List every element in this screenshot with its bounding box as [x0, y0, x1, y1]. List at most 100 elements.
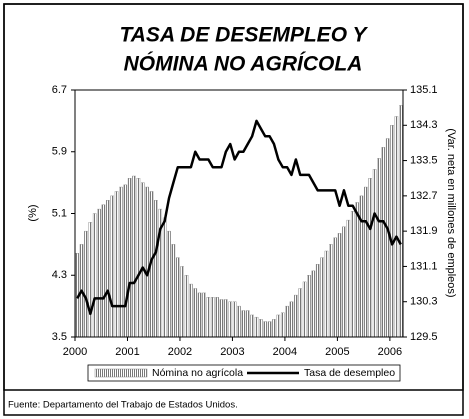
bar [167, 230, 171, 338]
bar [267, 321, 272, 338]
bar [320, 257, 324, 338]
bar [250, 314, 254, 338]
bar [285, 305, 289, 338]
y2-tick-label: 131.9 [410, 225, 438, 237]
bar [215, 297, 219, 338]
y2-tick-label: 129.5 [410, 331, 438, 343]
bar [232, 301, 237, 338]
bar [368, 178, 372, 338]
bar [263, 321, 268, 338]
bar [390, 125, 394, 338]
bar [193, 288, 198, 338]
legend-swatch [94, 368, 148, 378]
bar [88, 222, 93, 338]
bar [189, 283, 193, 338]
bar [123, 184, 128, 338]
bar [237, 305, 241, 338]
y2-tick-label: 131.1 [410, 260, 438, 272]
bar [385, 138, 390, 338]
bar [105, 200, 110, 338]
y2-tick-label: 134.3 [410, 119, 438, 131]
bar [140, 182, 145, 338]
bar [97, 208, 101, 338]
bar [254, 316, 259, 338]
bar [127, 178, 132, 338]
bar [224, 299, 228, 338]
bar [294, 294, 298, 338]
y-tick-label: 5.1 [52, 207, 67, 219]
bar [333, 237, 338, 338]
bar [114, 191, 119, 338]
bar [280, 312, 285, 338]
bar [145, 186, 149, 338]
bar [259, 319, 263, 338]
bar [245, 310, 250, 338]
bar [184, 275, 189, 338]
y-tick-label: 6.7 [52, 84, 67, 96]
bar [84, 230, 88, 338]
bar [298, 288, 303, 338]
y-tick-label: 4.3 [52, 269, 67, 281]
bar [180, 266, 184, 338]
bar [197, 292, 202, 338]
legend-label: Nómina no agrícola [152, 367, 243, 379]
y-tick-label: 5.9 [52, 146, 67, 158]
bar [206, 297, 211, 338]
x-tick-label: 2006 [378, 346, 402, 358]
legend-box [87, 364, 401, 382]
bar [329, 244, 333, 338]
bar [119, 186, 123, 338]
y2-axis-label: (Var. neta en millones de empleos) [445, 128, 457, 297]
x-tick-label: 2004 [273, 346, 297, 358]
bar [154, 200, 158, 338]
bar [399, 105, 403, 338]
bar [394, 116, 399, 338]
bar [289, 301, 294, 338]
bar [241, 310, 246, 338]
bar [355, 202, 359, 338]
source-note: Fuente: Departamento del Trabajo de Esta… [8, 400, 238, 411]
bar [162, 217, 167, 338]
y-tick-label: 3.5 [52, 331, 67, 343]
bar [272, 319, 276, 338]
y2-tick-label: 135.1 [410, 84, 438, 96]
x-tick-label: 2003 [220, 346, 244, 358]
bar [202, 292, 206, 338]
bar [311, 270, 316, 338]
bar [377, 158, 381, 338]
bar [381, 147, 386, 338]
bar [136, 178, 141, 338]
bar [228, 301, 233, 338]
x-tick-label: 2002 [168, 346, 192, 358]
bar [324, 250, 329, 338]
bar [219, 299, 224, 338]
x-tick-label: 2005 [325, 346, 349, 358]
bar [276, 314, 281, 338]
bar [307, 275, 311, 338]
bar [342, 226, 346, 338]
bar [92, 213, 97, 338]
bar [337, 233, 342, 338]
chart-title: NÓMINA NO AGRÍCOLA [124, 52, 363, 76]
bar [171, 244, 176, 338]
bar [315, 264, 320, 338]
x-tick-label: 2001 [115, 346, 139, 358]
bar [110, 195, 114, 338]
chart-frame [3, 3, 464, 391]
bar [132, 175, 136, 338]
y2-tick-label: 132.7 [410, 190, 438, 202]
line [76, 119, 402, 316]
bar [210, 297, 215, 338]
bar [372, 169, 377, 338]
bar [346, 219, 351, 338]
bar [302, 281, 307, 338]
y2-tick-label: 130.3 [410, 296, 438, 308]
chart-title: TASA DE DESEMPLEO Y [120, 24, 369, 47]
x-tick-label: 2000 [63, 346, 87, 358]
legend-label: Tasa de desempleo [304, 367, 395, 379]
y-axis-label: (%) [27, 204, 39, 221]
bar [176, 257, 180, 338]
bar [364, 186, 368, 338]
bar [101, 204, 106, 338]
